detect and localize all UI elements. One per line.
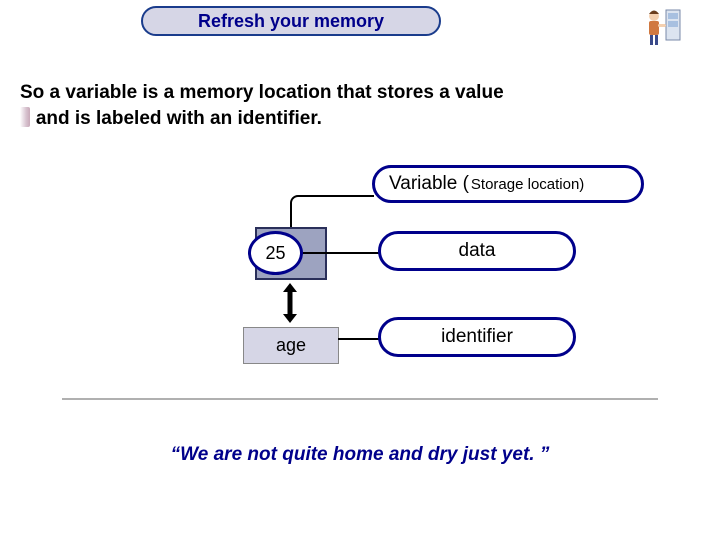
page-title: Refresh your memory: [198, 11, 384, 32]
variable-connector: [290, 195, 374, 229]
description-text: So a variable is a memory location that …: [20, 80, 680, 131]
memory-value-oval: 25: [248, 231, 303, 275]
data-connector: [303, 252, 379, 254]
double-arrow-icon: [281, 283, 299, 323]
data-label: data: [459, 240, 496, 262]
identifier-label-box: identifier: [378, 317, 576, 357]
title-bar: Refresh your memory: [141, 6, 441, 36]
variable-sub-label: Storage location): [471, 176, 584, 193]
identifier-name: age: [276, 335, 306, 356]
desc-line-1: So a variable is a memory location that …: [20, 82, 504, 103]
variable-label-box: Variable (Storage location): [372, 165, 644, 203]
mascot-icon: [638, 4, 686, 52]
divider: [62, 398, 658, 400]
data-label-box: data: [378, 231, 576, 271]
memory-value: 25: [265, 243, 285, 264]
variable-label: Variable (: [389, 173, 469, 195]
desc-line-2: and is labeled with an identifier.: [36, 108, 322, 129]
footer-quote: “We are not quite home and dry just yet.…: [0, 444, 720, 466]
identifier-connector: [338, 338, 379, 340]
identifier-label: identifier: [441, 326, 513, 348]
identifier-name-box: age: [243, 327, 339, 364]
